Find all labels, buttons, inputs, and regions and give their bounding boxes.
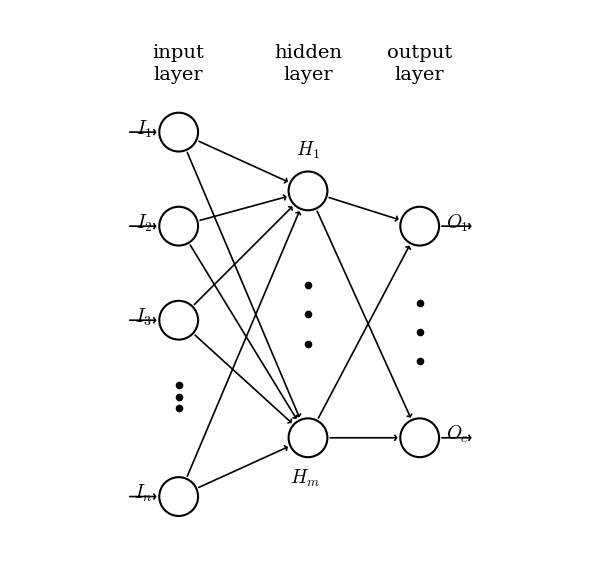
Circle shape	[160, 477, 198, 516]
Text: $H_m$: $H_m$	[290, 468, 320, 489]
Circle shape	[160, 207, 198, 245]
Circle shape	[289, 418, 327, 457]
Text: output
layer: output layer	[387, 44, 452, 84]
Circle shape	[289, 171, 327, 210]
Text: $O_1$: $O_1$	[446, 213, 469, 234]
Circle shape	[160, 113, 198, 152]
Text: $I_n$: $I_n$	[134, 483, 152, 504]
Text: input
layer: input layer	[153, 44, 205, 84]
Text: $I_3$: $I_3$	[136, 307, 152, 328]
Text: $O_c$: $O_c$	[446, 424, 469, 446]
Text: hidden
layer: hidden layer	[274, 44, 342, 84]
Text: $H_1$: $H_1$	[296, 140, 320, 161]
Text: $I_2$: $I_2$	[136, 213, 152, 234]
Circle shape	[400, 418, 439, 457]
Circle shape	[400, 207, 439, 245]
Circle shape	[160, 301, 198, 340]
Text: $I_1$: $I_1$	[136, 118, 152, 140]
